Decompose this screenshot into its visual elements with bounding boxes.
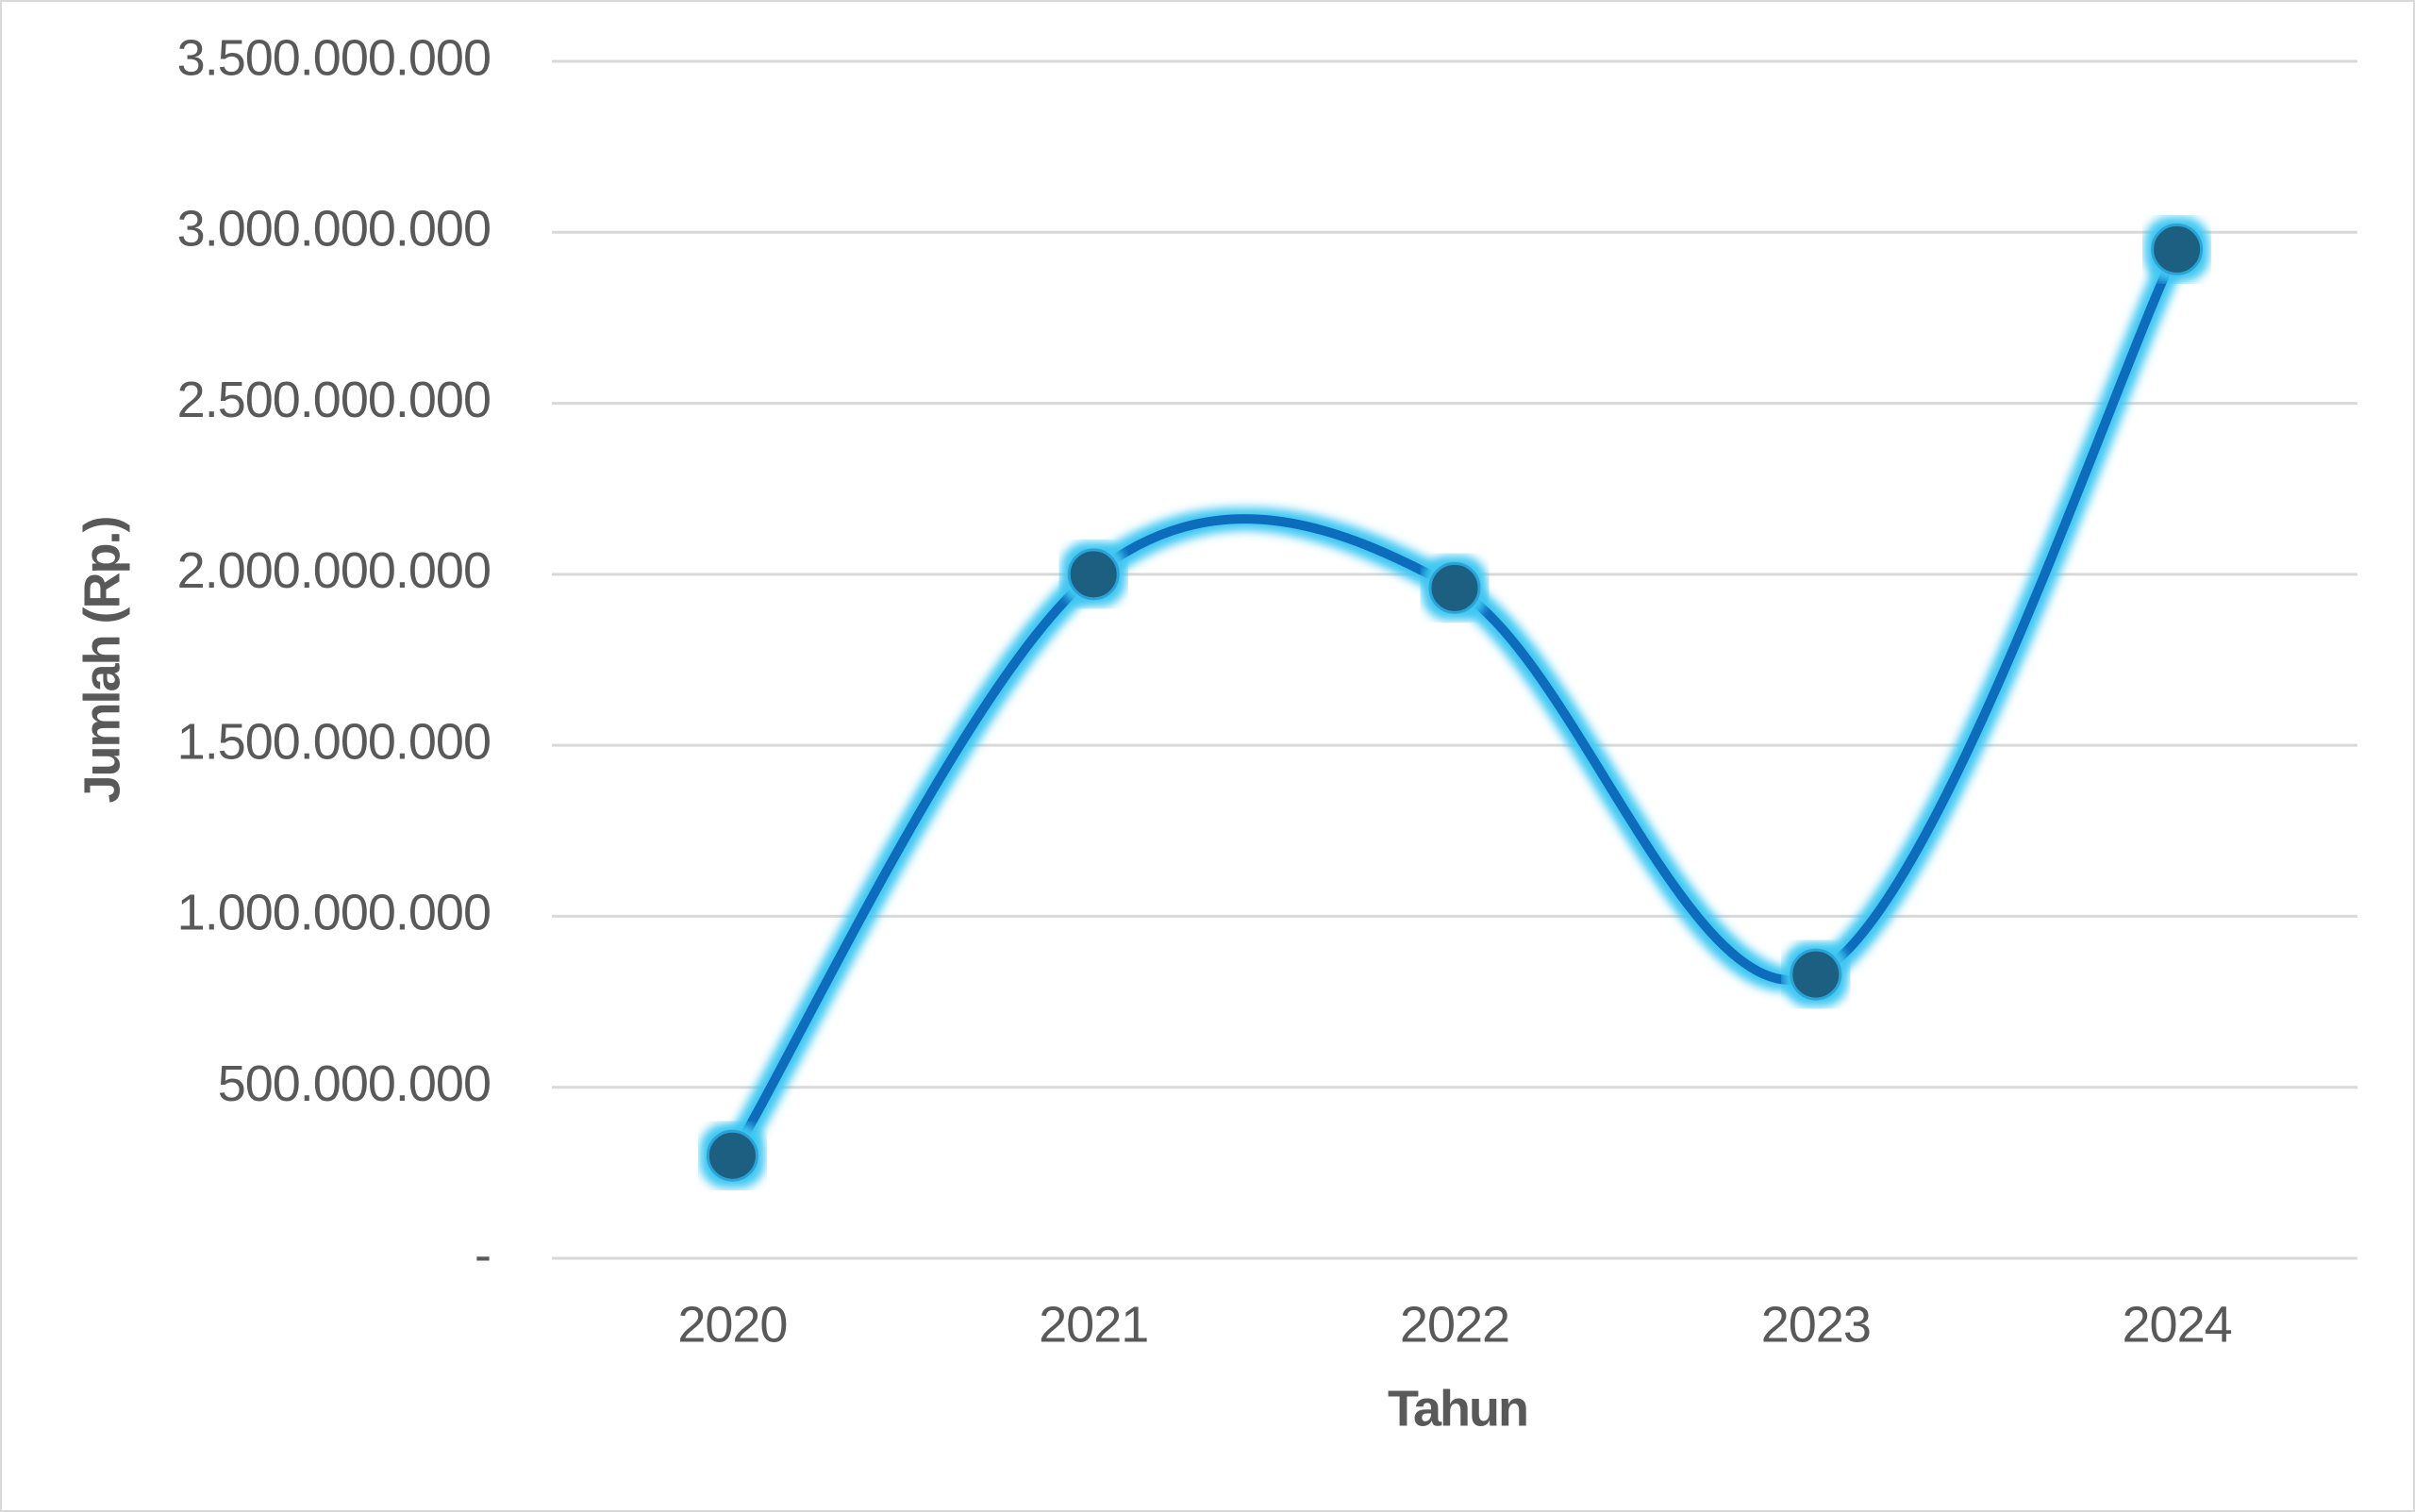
y-tick-label: 3.000.000.000 — [177, 201, 491, 258]
y-tick-label: - — [475, 1226, 491, 1283]
y-tick-label: 1.500.000.000 — [177, 713, 491, 770]
marker — [2151, 223, 2204, 275]
x-tick-label: 2023 — [1761, 1296, 1871, 1353]
marker — [706, 1129, 758, 1182]
line — [727, 244, 2182, 1161]
marker — [1067, 548, 1120, 601]
x-tick-label: 2022 — [1400, 1296, 1509, 1353]
x-tick-label: 2021 — [1039, 1296, 1148, 1353]
y-tick-label: 2.000.000.000 — [177, 542, 491, 599]
y-tick-label: 2.500.000.000 — [177, 372, 491, 428]
x-axis-title: Tahun — [1388, 1380, 1527, 1437]
y-tick-label: 3.500.000.000 — [177, 29, 491, 86]
y-tick-label: 500.000.000 — [218, 1055, 491, 1112]
y-axis-title: Jumlah (Rp.) — [74, 517, 130, 803]
marker — [1428, 561, 1481, 614]
x-tick-label: 2020 — [677, 1296, 787, 1353]
marker — [1790, 948, 1842, 1001]
grid: - 500.000.000 1.000.000.000 1.500.000.000 2.… — [177, 29, 2357, 1353]
plot — [706, 223, 2204, 1182]
x-tick-label: 2024 — [2123, 1296, 2232, 1353]
y-tick-label: 1.000.000.000 — [177, 885, 491, 941]
